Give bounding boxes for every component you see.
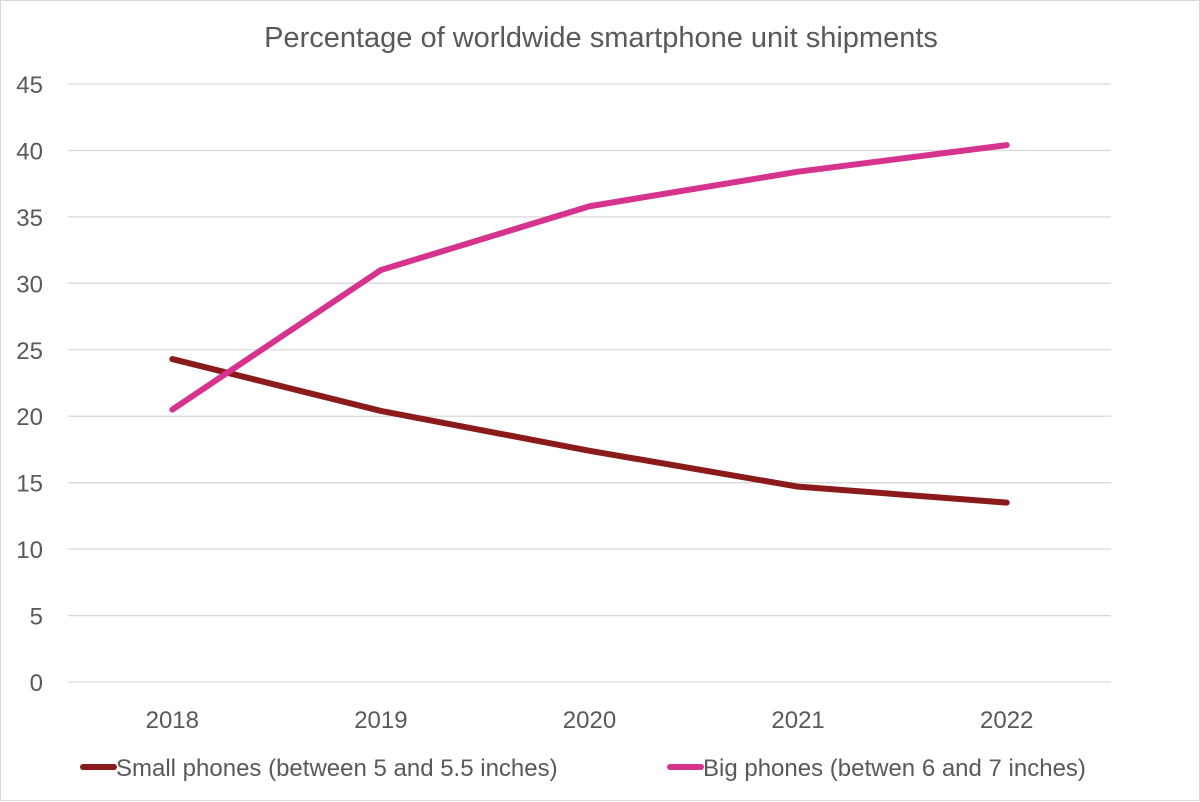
chart-title: Percentage of worldwide smartphone unit … <box>264 22 938 54</box>
y-tick-label: 35 <box>16 205 43 232</box>
y-tick-label: 0 <box>30 670 43 697</box>
y-tick-label: 20 <box>16 404 43 431</box>
y-tick-label: 15 <box>16 471 43 498</box>
y-tick-label: 40 <box>16 138 43 165</box>
y-tick-label: 45 <box>16 72 43 99</box>
x-axis-ticks: 2018 2019 2020 2021 2022 <box>146 707 1034 734</box>
x-tick-label: 2022 <box>980 707 1033 734</box>
legend-label: Big phones (betwen 6 and 7 inches) <box>703 755 1086 782</box>
y-tick-label: 10 <box>16 537 43 564</box>
x-tick-label: 2018 <box>146 707 199 734</box>
series-lines <box>172 145 1006 502</box>
gridlines <box>68 84 1111 682</box>
x-tick-label: 2021 <box>771 707 824 734</box>
y-tick-label: 5 <box>30 604 43 631</box>
y-axis-ticks: 0 5 10 15 20 25 30 35 40 45 <box>16 72 43 697</box>
y-tick-label: 25 <box>16 338 43 365</box>
series-line-0 <box>172 359 1006 503</box>
series-line-1 <box>172 145 1006 409</box>
legend-label: Small phones (between 5 and 5.5 inches) <box>116 755 558 782</box>
x-tick-label: 2020 <box>563 707 616 734</box>
legend: Small phones (between 5 and 5.5 inches) B… <box>83 755 1086 782</box>
x-tick-label: 2019 <box>354 707 407 734</box>
y-tick-label: 30 <box>16 271 43 298</box>
